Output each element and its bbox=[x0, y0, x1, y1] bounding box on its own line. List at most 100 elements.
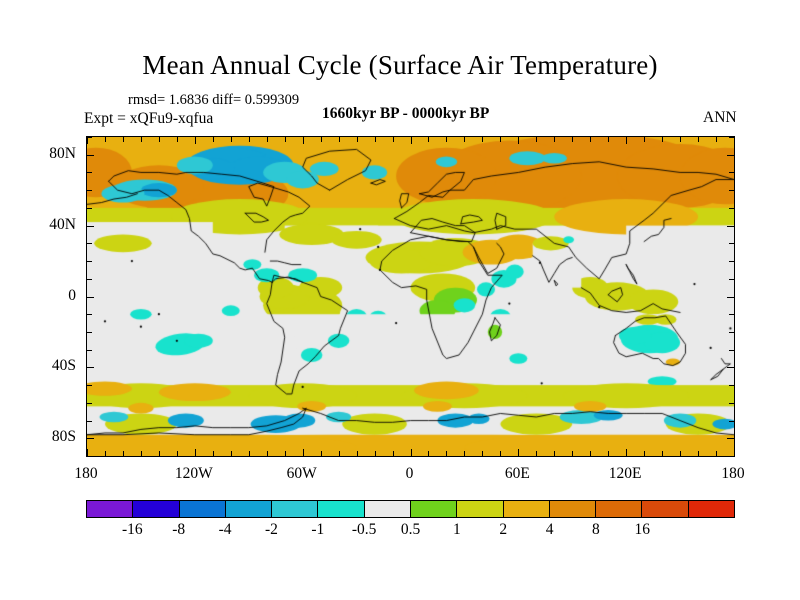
x-axis-tick bbox=[608, 451, 609, 456]
x-axis-tick bbox=[105, 451, 106, 456]
x-axis-label: 180 bbox=[74, 465, 98, 482]
y-axis-tick bbox=[87, 367, 94, 368]
x-axis-tick bbox=[734, 137, 735, 144]
x-axis-tick bbox=[321, 137, 322, 142]
x-axis-tick bbox=[87, 137, 88, 144]
colorbar-tick-label: -1 bbox=[311, 521, 325, 538]
x-axis-tick bbox=[518, 449, 519, 456]
x-axis-tick bbox=[626, 449, 627, 456]
x-axis-tick bbox=[500, 451, 501, 456]
x-axis-tick bbox=[195, 449, 196, 456]
y-axis-tick bbox=[87, 137, 92, 138]
x-axis-tick bbox=[446, 451, 447, 456]
y-axis-label: 80N bbox=[49, 144, 76, 162]
x-axis-label: 180 bbox=[721, 465, 745, 482]
y-axis-tick bbox=[87, 226, 94, 227]
y-axis-tick bbox=[729, 385, 734, 386]
x-axis-tick bbox=[500, 137, 501, 142]
x-axis-tick bbox=[590, 137, 591, 142]
x-axis-tick bbox=[680, 451, 681, 456]
y-axis-tick bbox=[87, 332, 92, 333]
x-axis-tick bbox=[375, 451, 376, 456]
y-axis-tick bbox=[87, 172, 92, 173]
x-axis-tick bbox=[141, 137, 142, 142]
x-axis-tick bbox=[716, 137, 717, 142]
x-axis-tick bbox=[626, 137, 627, 144]
x-axis-tick bbox=[195, 137, 196, 144]
x-axis-tick bbox=[428, 451, 429, 456]
x-axis-tick bbox=[662, 451, 663, 456]
colorbar-segment bbox=[549, 501, 597, 517]
x-axis-tick bbox=[105, 137, 106, 142]
x-axis-tick bbox=[482, 137, 483, 142]
y-axis-tick bbox=[87, 155, 94, 156]
x-axis-label: 120W bbox=[174, 465, 213, 482]
x-axis-tick bbox=[303, 449, 304, 456]
experiment-label: Expt = xQFu9-xqfua bbox=[84, 110, 214, 127]
y-axis-tick bbox=[729, 421, 734, 422]
x-axis-tick bbox=[213, 137, 214, 142]
y-axis-label: 40N bbox=[49, 215, 76, 233]
x-axis-tick bbox=[267, 137, 268, 142]
x-axis-tick bbox=[446, 137, 447, 142]
x-axis-label: 60W bbox=[286, 465, 317, 482]
y-axis-tick bbox=[87, 208, 92, 209]
x-axis-tick bbox=[464, 451, 465, 456]
y-axis-tick bbox=[727, 367, 734, 368]
colorbar-segment bbox=[457, 501, 504, 517]
x-axis-tick bbox=[644, 137, 645, 142]
x-axis-tick bbox=[644, 451, 645, 456]
anomaly-map-canvas bbox=[87, 137, 734, 456]
y-axis-tick bbox=[87, 297, 94, 298]
x-axis-label: 60E bbox=[504, 465, 530, 482]
x-axis-tick bbox=[357, 137, 358, 142]
x-axis-tick bbox=[159, 137, 160, 142]
colorbar-segment bbox=[364, 501, 411, 517]
y-axis-tick bbox=[87, 314, 92, 315]
x-axis-tick bbox=[123, 451, 124, 456]
y-axis-tick bbox=[729, 137, 734, 138]
x-axis-tick bbox=[428, 137, 429, 142]
y-axis-tick bbox=[729, 279, 734, 280]
y-axis-tick bbox=[729, 350, 734, 351]
x-axis-tick bbox=[393, 451, 394, 456]
x-axis-tick bbox=[87, 449, 88, 456]
colorbar-tick-label: 0.5 bbox=[400, 521, 421, 538]
y-axis-tick bbox=[729, 190, 734, 191]
x-axis-tick bbox=[231, 451, 232, 456]
x-axis-tick bbox=[590, 451, 591, 456]
y-axis-tick bbox=[87, 350, 92, 351]
time-period-label: 1660kyr BP - 0000kyr BP bbox=[322, 105, 490, 122]
y-axis-tick bbox=[87, 243, 92, 244]
x-axis-tick bbox=[249, 451, 250, 456]
x-axis-tick bbox=[572, 451, 573, 456]
x-axis-tick bbox=[249, 137, 250, 142]
y-axis-tick bbox=[729, 208, 734, 209]
x-axis-tick bbox=[698, 137, 699, 142]
x-axis-tick bbox=[231, 137, 232, 142]
season-label: ANN bbox=[703, 109, 737, 126]
colorbar-tick-label: -8 bbox=[172, 521, 186, 538]
x-axis-tick bbox=[662, 137, 663, 142]
y-axis-tick bbox=[727, 438, 734, 439]
x-axis-tick bbox=[482, 451, 483, 456]
colorbar-tick-label: 8 bbox=[592, 521, 600, 538]
x-axis-tick bbox=[141, 451, 142, 456]
x-axis-tick bbox=[177, 137, 178, 142]
y-axis-tick bbox=[87, 403, 92, 404]
x-axis-tick bbox=[518, 137, 519, 144]
colorbar-tick-label: 2 bbox=[499, 521, 508, 538]
x-axis-tick bbox=[159, 451, 160, 456]
x-axis-tick bbox=[123, 137, 124, 142]
x-axis-tick bbox=[285, 137, 286, 142]
x-axis-tick bbox=[303, 137, 304, 144]
colorbar-segment bbox=[179, 501, 226, 517]
colorbar-segment bbox=[225, 501, 273, 517]
y-axis-tick bbox=[729, 403, 734, 404]
colorbar-tick-label: -4 bbox=[218, 521, 232, 538]
x-axis-tick bbox=[536, 137, 537, 142]
x-axis-tick bbox=[357, 451, 358, 456]
y-axis-tick bbox=[727, 297, 734, 298]
colorbar-tick-label: -2 bbox=[264, 521, 278, 538]
x-axis-label: 0 bbox=[405, 465, 414, 482]
